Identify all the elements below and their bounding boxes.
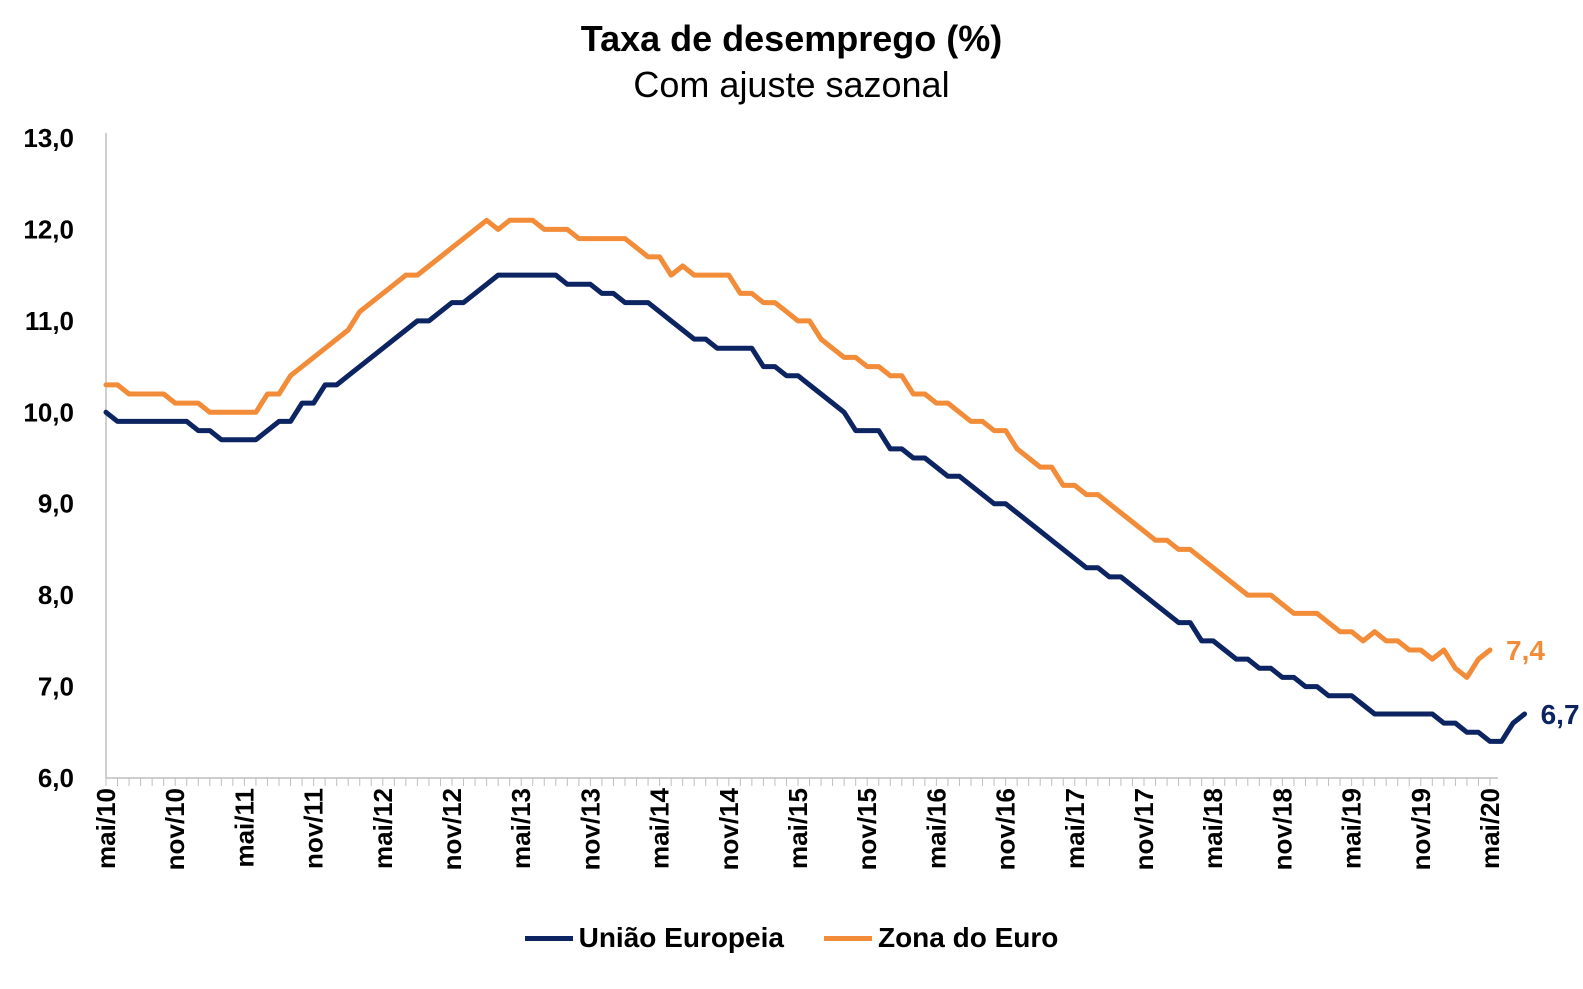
- end-value-label: 7,4: [1506, 635, 1545, 666]
- y-tick-label: 10,0: [23, 397, 74, 427]
- chart-subtitle: Com ajuste sazonal: [633, 64, 950, 105]
- chart-title: Taxa de desemprego (%): [580, 18, 1003, 59]
- y-tick-label: 13,0: [23, 123, 74, 153]
- x-tick-label: mai/19: [1337, 788, 1367, 869]
- x-tick-label: nov/11: [299, 788, 329, 869]
- x-tick-label: mai/11: [229, 788, 259, 868]
- end-value-label: 6,7: [1541, 699, 1580, 730]
- x-tick-label: mai/14: [645, 787, 675, 868]
- x-tick-label: mai/17: [1060, 788, 1090, 869]
- y-tick-label: 12,0: [23, 214, 74, 244]
- y-tick-label: 7,0: [38, 672, 74, 702]
- x-tick-label: nov/19: [1406, 788, 1436, 870]
- y-tick-label: 11,0: [25, 306, 74, 336]
- axes: 13,0 12,0 11,0 10,0 9,0 8,0 7,0 6,0 mai/10 nov/10…: [23, 123, 1505, 870]
- x-tick-label: nov/13: [575, 788, 605, 870]
- legend-swatch-uniao-europeia: [524, 935, 573, 941]
- x-tick-label: nov/18: [1267, 788, 1297, 870]
- series-layer: [103, 217, 1528, 744]
- legend-label-uniao-europeia: União Europeia: [578, 922, 784, 953]
- x-tick-label: nov/17: [1129, 788, 1159, 870]
- x-tick-label: mai/16: [921, 788, 951, 869]
- x-tick-label: mai/20: [1475, 788, 1505, 869]
- legend: União Europeia Zona do Euro: [0, 922, 1583, 954]
- x-tick-label: mai/12: [368, 788, 398, 869]
- x-tick-label: nov/12: [437, 788, 467, 870]
- x-tick-label: mai/10: [91, 788, 121, 869]
- legend-label-zona-do-euro: Zona do Euro: [877, 922, 1059, 953]
- legend-item-uniao-europeia: União Europeia: [524, 922, 784, 954]
- legend-swatch-zona-do-euro: [823, 935, 872, 941]
- x-tick-label: nov/16: [991, 788, 1021, 870]
- y-tick-label: 8,0: [38, 580, 74, 610]
- legend-item-zona-do-euro: Zona do Euro: [823, 922, 1059, 954]
- x-tick-label: nov/15: [852, 788, 882, 870]
- x-tick-label: nov/10: [160, 788, 190, 870]
- labels-layer: 6,7 7,4: [1506, 635, 1580, 730]
- x-tick-label: mai/13: [506, 788, 536, 869]
- x-tick-label: mai/18: [1198, 788, 1228, 869]
- x-tick-label: nov/14: [714, 787, 744, 870]
- series-line-uniao-europeia: [103, 272, 1528, 744]
- y-tick-label: 6,0: [38, 763, 74, 793]
- x-tick-label: mai/15: [783, 788, 813, 869]
- y-tick-label: 9,0: [38, 489, 74, 519]
- series-line-zona-do-euro: [103, 217, 1493, 680]
